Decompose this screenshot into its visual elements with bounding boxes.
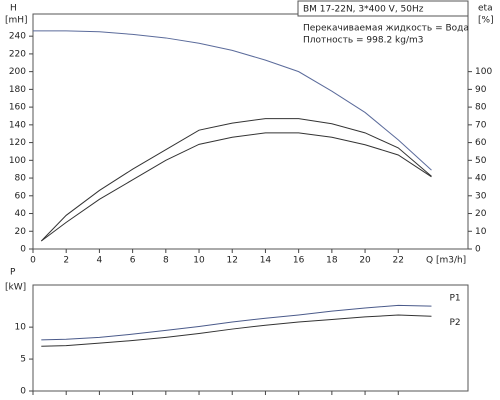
y2-tick-label: 60 (475, 138, 487, 148)
curve (33, 30, 432, 171)
y2-tick-label: 10 (475, 227, 487, 237)
y-tick-label: 60 (15, 191, 27, 201)
y2-tick-label: 80 (475, 103, 487, 113)
annotation: Плотность = 998.2 kg/m3 (303, 36, 424, 46)
y-tick-label: 0 (20, 245, 26, 255)
y2-tick-label: 30 (475, 191, 487, 201)
y2-axis-unit: [%] (478, 16, 494, 26)
y-tick-label: 160 (9, 103, 26, 113)
curve (41, 132, 432, 242)
y-tick-label: 140 (9, 120, 26, 130)
y2-tick-label: 90 (475, 85, 487, 95)
title-box (297, 0, 469, 17)
curve (40, 118, 432, 242)
y-axis-unit: [mH] (5, 16, 28, 26)
y2-tick-label: 40 (475, 174, 487, 184)
curve (41, 314, 432, 347)
x-tick-label: 2 (63, 256, 69, 266)
y2-tick-label: 100 (475, 67, 492, 77)
y-tick-label: 0 (20, 387, 26, 397)
y2-axis-label: eta (478, 4, 493, 14)
y-tick-label: 180 (9, 85, 26, 95)
y-tick-label: 40 (15, 209, 27, 219)
y-axis-label: P (10, 268, 16, 278)
y-axis-unit: [kW] (5, 283, 26, 293)
chart-title: BM 17-22N, 3*400 V, 50Hz (303, 5, 424, 15)
x-tick-label: 22 (393, 256, 404, 266)
y-tick-label: 10 (15, 323, 27, 333)
x-tick-label: 0 (30, 256, 36, 266)
y2-tick-label: 0 (475, 245, 481, 255)
annotation: Перекачиваемая жидкость = Вода (303, 24, 469, 34)
curve (41, 304, 432, 341)
y-tick-label: 5 (20, 355, 26, 365)
plot-frame (32, 284, 469, 392)
y-tick-label: 200 (9, 67, 26, 77)
y-tick-label: 100 (9, 156, 26, 166)
y-tick-label: 20 (15, 227, 27, 237)
y-tick-label: 80 (15, 174, 27, 184)
series-label: P1 (449, 294, 460, 304)
x-tick-label: 8 (163, 256, 169, 266)
y2-tick-label: 70 (475, 120, 487, 130)
x-tick-label: 18 (326, 256, 338, 266)
y2-tick-label: 20 (475, 209, 487, 219)
plot-frame (32, 13, 469, 250)
series-label: P2 (449, 318, 460, 328)
x-tick-label: 4 (97, 256, 103, 266)
x-tick-label: 20 (359, 256, 371, 266)
y2-tick-label: 50 (475, 156, 487, 166)
x-tick-label: 16 (293, 256, 305, 266)
x-tick-label: 10 (193, 256, 205, 266)
x-tick-label: 14 (260, 256, 272, 266)
x-axis-label: Q [m3/h] (426, 256, 466, 266)
x-tick-label: 12 (227, 256, 238, 266)
y-tick-label: 220 (9, 49, 26, 59)
y-tick-label: 240 (9, 32, 26, 42)
y-axis-label: H (10, 4, 17, 14)
x-tick-label: 6 (130, 256, 136, 266)
y-tick-label: 120 (9, 138, 26, 148)
